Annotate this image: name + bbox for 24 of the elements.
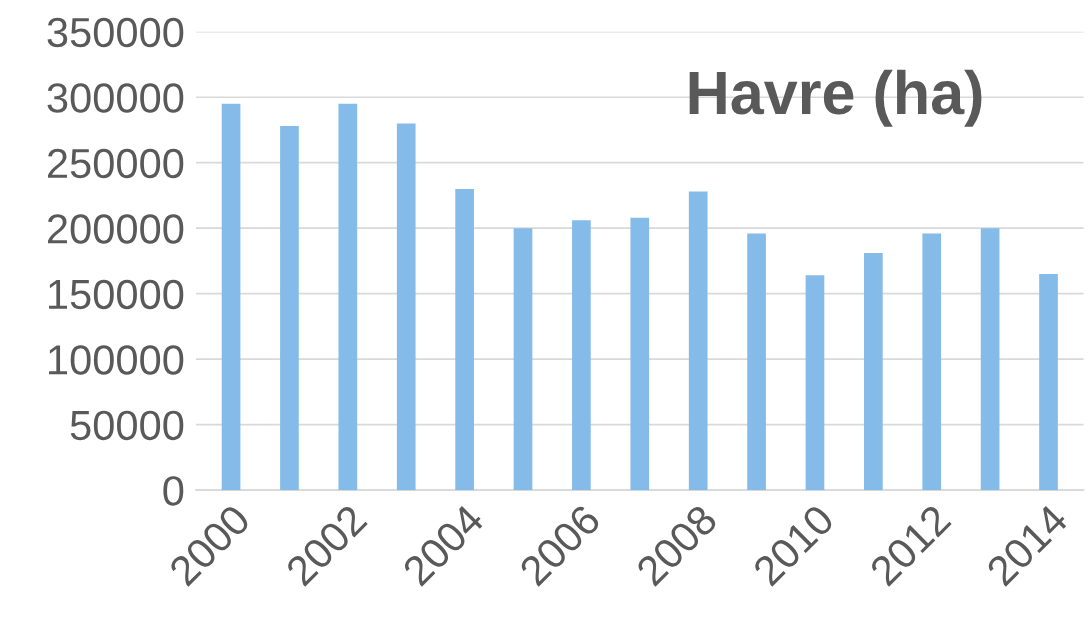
- bar: [396, 123, 416, 491]
- bar: [747, 233, 766, 491]
- bar: [338, 103, 358, 491]
- y-tick-label: 100000: [49, 345, 184, 375]
- bar: [1039, 274, 1058, 491]
- bar: [572, 220, 591, 491]
- bar: [455, 188, 474, 491]
- bar: [922, 233, 942, 491]
- bar: [805, 275, 825, 491]
- y-tick-label: 50000: [70, 410, 184, 441]
- bar: [280, 126, 299, 491]
- y-tick-label: 0: [163, 476, 184, 506]
- bar: [688, 191, 708, 491]
- bar: [513, 228, 533, 491]
- y-tick-label: 150000: [49, 279, 184, 310]
- bar: [221, 103, 241, 491]
- bar: [864, 253, 883, 491]
- text: Havre (ha): [689, 69, 982, 127]
- bar: [980, 228, 1000, 491]
- y-tick-label: 250000: [47, 148, 184, 179]
- y-tick-label: 350000: [47, 17, 184, 48]
- y-tick-label: 300000: [47, 83, 184, 113]
- y-tick-label: 200000: [47, 214, 184, 244]
- bar: [630, 217, 650, 491]
